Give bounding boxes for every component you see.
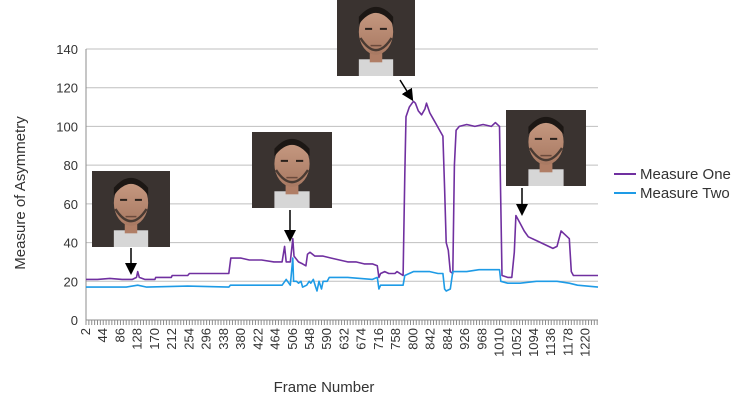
x-tick-label-926: 926 [457, 328, 472, 350]
x-axis-title: Frame Number [274, 379, 375, 396]
x-tick-label-1178: 1178 [560, 328, 575, 356]
x-tick-label-1052: 1052 [509, 328, 524, 357]
x-tick-label-1136: 1136 [543, 328, 558, 356]
y-tick-label-20: 20 [64, 274, 78, 289]
x-tick-label-86: 86 [112, 328, 127, 342]
x-tick-label-590: 590 [319, 328, 334, 350]
x-tick-label-1094: 1094 [526, 328, 541, 357]
face-photo-frame-800 [337, 0, 415, 76]
gridlines [86, 48, 598, 321]
x-tick-label-170: 170 [147, 328, 162, 350]
x-tick-label-1010: 1010 [492, 328, 507, 357]
x-tick-label-1220: 1220 [578, 328, 593, 357]
legend: Measure One Measure Two [614, 166, 731, 202]
x-tick-label-842: 842 [423, 328, 438, 350]
x-tick-label-44: 44 [95, 328, 110, 342]
x-tick-label-422: 422 [250, 328, 265, 350]
x-tick-label-632: 632 [336, 328, 351, 350]
axes: 0 20 40 60 80 100 120 140 2 44 86 128 170 212 254 296 33… [56, 42, 598, 357]
series-lines [86, 100, 599, 292]
y-tick-label-40: 40 [64, 236, 78, 251]
legend-label-measure-one: Measure One [640, 166, 731, 183]
annotations [92, 0, 586, 275]
series-line-measure-one [86, 100, 598, 281]
x-tick-label-254: 254 [181, 328, 196, 350]
x-tick-label-800: 800 [405, 328, 420, 350]
x-tick-label-296: 296 [199, 328, 214, 350]
face-photo-frame-506 [252, 132, 332, 208]
x-tick-label-338: 338 [216, 328, 231, 350]
y-tick-label-100: 100 [56, 119, 78, 134]
face-photo-frame-128 [92, 171, 170, 247]
x-tick-label-884: 884 [440, 328, 455, 350]
x-tick-label-758: 758 [388, 328, 403, 350]
x-tick-label-2: 2 [78, 328, 93, 335]
series-line-measure-two [86, 257, 599, 292]
y-tick-label-120: 120 [56, 81, 78, 96]
x-tick-label-380: 380 [233, 328, 248, 350]
face-photo-frame-1052 [506, 110, 586, 186]
annotation-arrow-800 [399, 79, 414, 102]
x-tick-label-968: 968 [474, 328, 489, 350]
legend-label-measure-two: Measure Two [640, 185, 730, 202]
x-tick-label-128: 128 [130, 328, 145, 350]
y-tick-label-0: 0 [71, 313, 78, 328]
y-tick-label-60: 60 [64, 197, 78, 212]
x-tick-label-716: 716 [371, 328, 386, 350]
x-tick-label-548: 548 [302, 328, 317, 350]
y-axis-title: Measure of Asymmetry [12, 116, 29, 270]
x-tick-label-212: 212 [164, 328, 179, 350]
y-tick-label-140: 140 [56, 42, 78, 57]
x-tick-label-464: 464 [268, 328, 283, 350]
x-tick-label-674: 674 [354, 328, 369, 350]
x-tick-label-506: 506 [285, 328, 300, 350]
y-tick-label-80: 80 [64, 158, 78, 173]
